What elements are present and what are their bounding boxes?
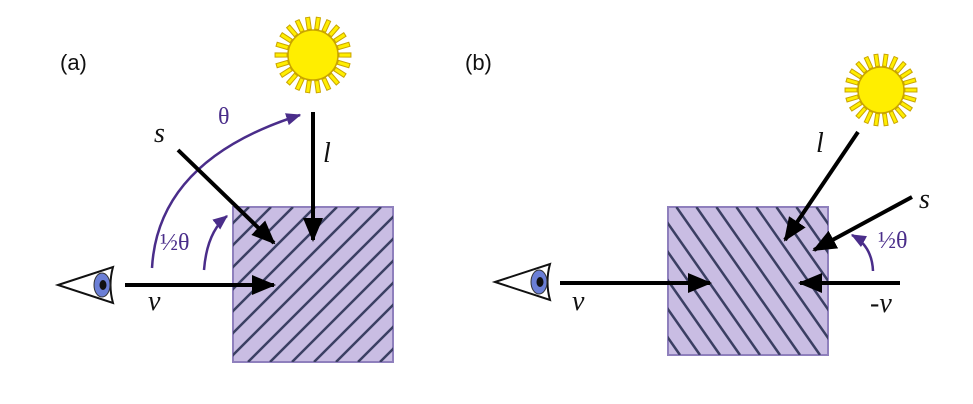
- sun-ray: [894, 106, 907, 120]
- sun-ray: [863, 110, 874, 125]
- hatch-line: [233, 207, 382, 357]
- hatch-line: [668, 307, 702, 355]
- hatch-line: [335, 303, 393, 362]
- sun-ray: [894, 60, 907, 74]
- panel-a: (a) s l v θ ½θ: [54, 16, 394, 363]
- sun-ray: [888, 55, 899, 70]
- sun-ray: [844, 87, 858, 93]
- sun-ray: [294, 77, 305, 92]
- eye-icon: [491, 262, 552, 302]
- half-theta-arc: [202, 215, 228, 271]
- sun-ray: [275, 41, 290, 51]
- hatch-line: [715, 207, 822, 355]
- sun-ray: [338, 52, 352, 58]
- hatch-line: [269, 237, 393, 362]
- label-theta: θ: [218, 104, 230, 130]
- sun-ray: [904, 87, 918, 93]
- sun-ray: [855, 106, 868, 120]
- sun-ray: [279, 32, 293, 44]
- hatch-line: [357, 325, 393, 362]
- sun-ray: [902, 94, 917, 103]
- sun-ray: [333, 66, 347, 78]
- sun-ray: [899, 100, 914, 112]
- hatch-line: [233, 207, 360, 335]
- sun-ray: [274, 52, 288, 58]
- sun-ray: [285, 72, 299, 86]
- sun-ray: [321, 77, 332, 92]
- label-half-theta: ½θ: [160, 230, 190, 256]
- hatch-line: [396, 207, 500, 355]
- sun-icon: [274, 16, 352, 94]
- sun-ray: [336, 59, 351, 69]
- hatch-line: [247, 215, 393, 362]
- sun-ray: [881, 112, 889, 127]
- sun-ray: [304, 16, 312, 31]
- label-s: s: [919, 184, 930, 215]
- sun-ray: [275, 59, 290, 69]
- hatch-line: [233, 207, 272, 247]
- sun-ray: [848, 68, 863, 80]
- half-theta-arc: [850, 233, 875, 272]
- sun-ray: [888, 110, 899, 125]
- sun-ray: [845, 77, 860, 86]
- sun-ray: [881, 53, 889, 68]
- sun-ray: [327, 24, 341, 38]
- sun-ray: [863, 55, 874, 70]
- sun-icon: [844, 53, 918, 127]
- hatch-line: [291, 259, 393, 362]
- sun-ray: [327, 72, 341, 86]
- sun-ray: [848, 100, 863, 112]
- label-v: v: [148, 286, 161, 317]
- sun-ray: [855, 60, 868, 74]
- sun-ray: [902, 77, 917, 86]
- hatch-line: [675, 207, 782, 355]
- label-l: l: [816, 128, 824, 159]
- hatch-line: [735, 207, 828, 341]
- sun-ray: [314, 16, 322, 31]
- panel-a-label: (a): [60, 50, 87, 75]
- label-l: l: [323, 138, 331, 169]
- theta-arc: [150, 113, 302, 269]
- sun-ray: [336, 41, 351, 51]
- sun-ray: [873, 112, 881, 127]
- panel-b-label: (b): [465, 50, 492, 75]
- vector-l-arrow: [783, 130, 860, 242]
- sun-ray: [333, 32, 347, 44]
- eye-icon: [54, 265, 115, 305]
- label-neg-v: -v: [870, 288, 892, 319]
- hatch-line: [313, 281, 393, 362]
- sun-ray: [321, 18, 332, 33]
- vector-s-arrow: [812, 195, 913, 252]
- sun-ray: [279, 66, 293, 78]
- vector-s-arrow: [176, 148, 276, 245]
- sun-ray: [304, 79, 312, 94]
- sun-ray: [314, 79, 322, 94]
- label-v: v: [572, 286, 585, 317]
- sun-ray: [294, 18, 305, 33]
- sun-ray: [899, 68, 914, 80]
- sun-ray: [845, 94, 860, 103]
- sun-ray: [873, 53, 881, 68]
- label-half-theta: ½θ: [878, 228, 908, 254]
- sun-ray: [285, 24, 299, 38]
- panel-b: (b) l s v -v ½θ: [396, 50, 930, 356]
- hatch-line: [695, 207, 802, 355]
- label-s: s: [154, 118, 165, 149]
